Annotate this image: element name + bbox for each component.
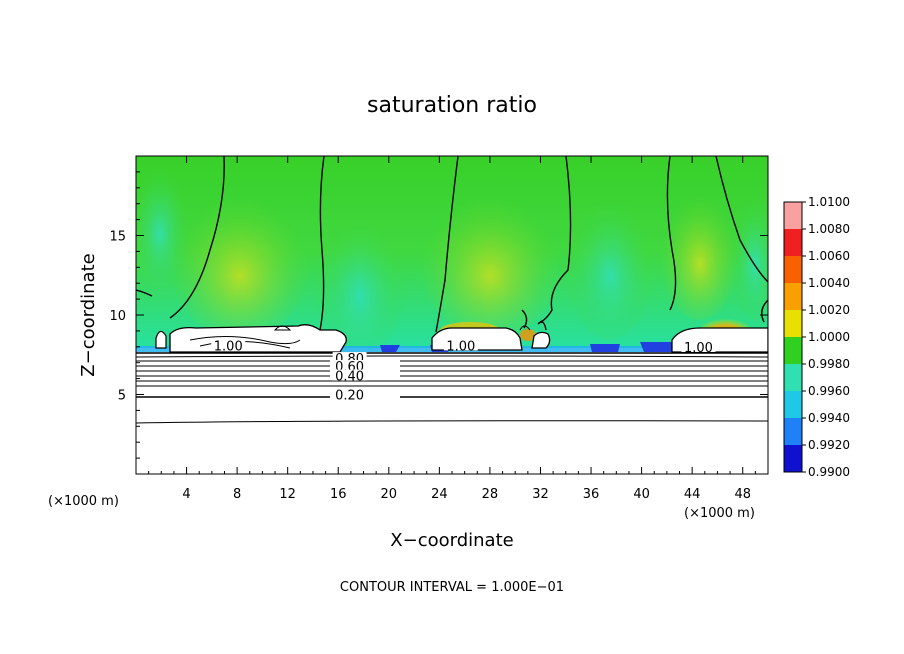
contour-label-bg bbox=[332, 360, 367, 372]
x-axis-ticks: 4 8 12 16 20 24 28 32 36 40 44 48 bbox=[148, 156, 756, 502]
x-tick-label: 28 bbox=[482, 487, 499, 502]
contour-label: 1.00 bbox=[446, 339, 475, 354]
contour-label-bg bbox=[332, 352, 367, 364]
contour-label: 0.20 bbox=[335, 389, 364, 404]
contour-labels: 1.00 1.00 1.000.800.600.400.20 bbox=[211, 339, 716, 404]
colorbar-segment bbox=[784, 229, 802, 256]
contour-label-bg bbox=[332, 369, 367, 381]
colorbar-label: 0.9920 bbox=[808, 438, 850, 452]
cyan-region-4 bbox=[730, 180, 768, 320]
y-axis-ticks: 5 10 15 bbox=[109, 171, 768, 459]
colorbar: 1.0100 1.0080 1.0060 1.0040 1.0020 1.0000 0.99… bbox=[783, 195, 850, 479]
cyan-region-1 bbox=[315, 200, 405, 360]
contour-label: 1.00 bbox=[214, 339, 243, 354]
contour-lines-upper bbox=[136, 156, 768, 333]
contour-label-bg bbox=[681, 340, 716, 352]
x-tick-label: 16 bbox=[330, 487, 347, 502]
colorbar-label: 0.9960 bbox=[808, 384, 850, 398]
cyan-region-3 bbox=[565, 180, 655, 340]
x-tick-label: 24 bbox=[431, 487, 448, 502]
subsaturated-region bbox=[136, 352, 768, 474]
contour-label: 0.40 bbox=[335, 370, 364, 385]
chart-title: saturation ratio bbox=[367, 93, 537, 118]
orange-region-small bbox=[520, 329, 536, 341]
colorbar-segment bbox=[784, 364, 802, 391]
colorbar-segment bbox=[784, 256, 802, 283]
contour-label-bg bbox=[332, 388, 367, 400]
y-tick-label: 15 bbox=[109, 230, 126, 245]
colorbar-label: 0.9900 bbox=[808, 465, 850, 479]
contour-label: 1.00 bbox=[684, 341, 713, 356]
x-tick-label: 8 bbox=[233, 487, 241, 502]
plot-area bbox=[136, 156, 768, 474]
deep-blue-patches bbox=[300, 342, 680, 352]
z-unit-label: (×1000 m) bbox=[48, 494, 119, 509]
y-tick-label: 10 bbox=[109, 309, 126, 324]
yellow-region-left bbox=[170, 180, 310, 340]
colorbar-segment bbox=[784, 391, 802, 418]
x-tick-label: 20 bbox=[381, 487, 398, 502]
colorbar-segment bbox=[784, 445, 802, 472]
contour-label-bg bbox=[443, 339, 478, 351]
colorbar-label: 1.0080 bbox=[808, 222, 850, 236]
colorbar-segment bbox=[784, 337, 802, 364]
x-tick-label: 12 bbox=[279, 487, 296, 502]
contour-label-bg bbox=[211, 339, 246, 351]
y-tick-label: 5 bbox=[118, 389, 126, 404]
cloud-pocket-small bbox=[531, 331, 551, 349]
x-tick-label: 32 bbox=[532, 487, 549, 502]
x-tick-label: 36 bbox=[583, 487, 600, 502]
colorbar-label: 0.9940 bbox=[808, 411, 850, 425]
x-tick-label: 44 bbox=[684, 487, 701, 502]
colorbar-label: 1.0000 bbox=[808, 330, 850, 344]
colorbar-segment bbox=[784, 310, 802, 337]
x-axis-label: X−coordinate bbox=[390, 530, 513, 551]
x-unit-label: (×1000 m) bbox=[684, 506, 755, 521]
colorbar-label: 1.0060 bbox=[808, 249, 850, 263]
x-tick-label: 40 bbox=[633, 487, 650, 502]
x-tick-label: 48 bbox=[734, 487, 751, 502]
y-axis-label: Z−coordinate bbox=[78, 253, 99, 376]
colorbar-label: 1.0020 bbox=[808, 303, 850, 317]
colorbar-label: 1.0040 bbox=[808, 276, 850, 290]
x-tick-label: 4 bbox=[182, 487, 190, 502]
colorbar-segment bbox=[784, 283, 802, 310]
colorbar-label: 0.9980 bbox=[808, 357, 850, 371]
cloud-pocket-tiny bbox=[155, 330, 167, 349]
colorbar-label: 1.0100 bbox=[808, 195, 850, 209]
yellow-region-mid bbox=[420, 180, 560, 340]
colorbar-segment bbox=[784, 202, 802, 229]
yellow-region-right bbox=[660, 180, 740, 320]
contour-lines-stable bbox=[136, 352, 768, 424]
cyan-region-2 bbox=[136, 156, 190, 290]
contour-interval-note: CONTOUR INTERVAL = 1.000E−01 bbox=[340, 580, 564, 595]
colorbar-segment bbox=[784, 418, 802, 445]
